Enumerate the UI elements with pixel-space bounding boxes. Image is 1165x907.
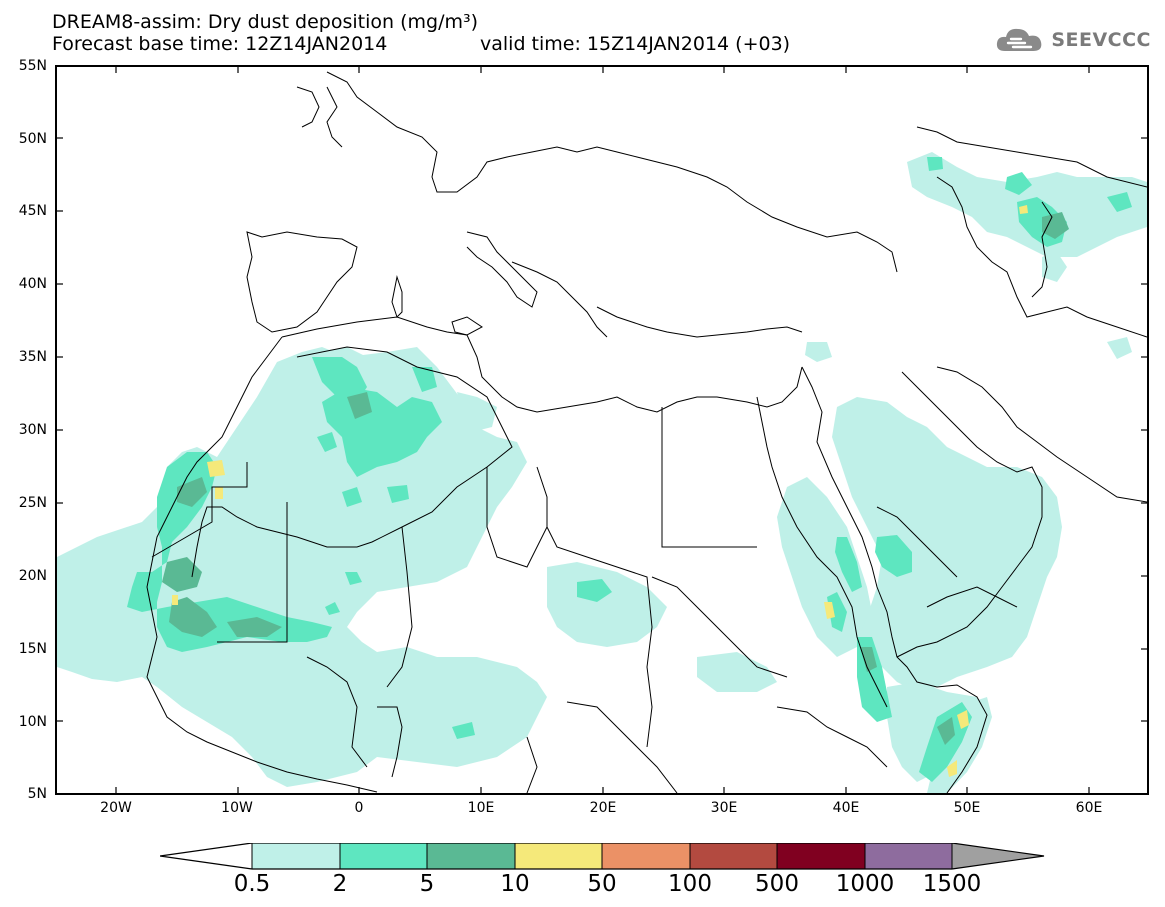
lat-label: 20N [18, 568, 47, 584]
lon-label: 20E [589, 800, 617, 816]
legend-label: 2 [332, 871, 348, 897]
lon-label: 0 [354, 800, 364, 816]
legend-swatch [777, 843, 865, 869]
legend-swatch [160, 843, 252, 869]
lon-label: 10W [221, 800, 253, 816]
lat-label: 45N [18, 203, 47, 219]
valid-time-label: valid time: 15Z14JAN2014 (+03) [480, 33, 791, 55]
legend-label: 50 [587, 871, 617, 897]
legend-swatch [340, 843, 427, 869]
lon-label: 20W [100, 800, 132, 816]
dust-level-4-area [172, 205, 1028, 777]
legend-swatch [427, 843, 515, 869]
legend-swatch [952, 843, 1044, 869]
map-title: DREAM8-assim: Dry dust deposition (mg/m³… [52, 11, 479, 33]
legend-swatch [252, 843, 340, 869]
lat-label: 40N [18, 276, 47, 292]
dust-level-3-area [162, 212, 1069, 745]
legend-swatch [602, 843, 690, 869]
legend-colorbar [159, 842, 1045, 870]
legend-swatch [515, 843, 602, 869]
color-legend: 0.5 2 5 10 50 100 500 1000 1500 [159, 842, 1045, 903]
legend-swatch [865, 843, 952, 869]
lat-label: 30N [18, 422, 47, 438]
map-canvas [57, 67, 1147, 793]
map-subtitle: Forecast base time: 12Z14JAN2014 valid ti… [52, 33, 790, 55]
lon-label: 10E [467, 800, 495, 816]
lat-label: 10N [18, 714, 47, 730]
legend-label: 0.5 [233, 871, 271, 897]
lon-label: 60E [1075, 800, 1103, 816]
lon-label: 40E [832, 800, 860, 816]
coastline-and-borders [146, 71, 1147, 793]
lon-label: 50E [953, 800, 981, 816]
lat-label: 5N [27, 786, 47, 802]
legend-label: 5 [419, 871, 435, 897]
legend-label: 100 [668, 871, 712, 897]
base-time-label: Forecast base time: 12Z14JAN2014 [52, 33, 388, 55]
legend-swatch [690, 843, 777, 869]
lat-label: 55N [18, 58, 47, 74]
lat-label: 50N [18, 131, 47, 147]
logo-text: SEEVCCC [1051, 29, 1151, 51]
dust-deposition-map [55, 65, 1149, 795]
lat-label: 35N [18, 349, 47, 365]
legend-label: 1500 [922, 871, 982, 897]
seevccc-logo: SEEVCCC [995, 24, 1151, 56]
legend-label: 500 [755, 871, 799, 897]
legend-label: 1000 [835, 871, 895, 897]
cloud-icon [997, 28, 1042, 51]
lat-label: 15N [18, 641, 47, 657]
legend-label: 10 [500, 871, 530, 897]
lon-label: 30E [710, 800, 738, 816]
lat-label: 25N [18, 495, 47, 511]
